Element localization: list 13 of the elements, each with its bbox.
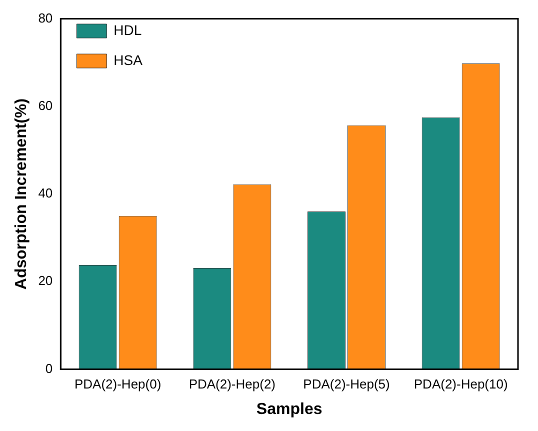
- legend-label: HSA: [114, 52, 144, 68]
- y-tick-label: 20: [38, 273, 53, 288]
- x-axis-title: Samples: [256, 400, 322, 418]
- y-tick-label: 40: [38, 186, 53, 201]
- y-tick-label: 80: [38, 10, 53, 26]
- x-tick-label: PDA(2)-Hep(2): [188, 376, 276, 392]
- legend-label: HDL: [114, 22, 142, 38]
- y-tick-label: 0: [45, 360, 53, 376]
- y-tick-label: 60: [38, 98, 53, 113]
- x-tick-label: PDA(2)-Hep(0): [74, 376, 162, 392]
- x-tick-label: PDA(2)-Hep(5): [303, 376, 390, 392]
- x-tick-label: PDA(2)-Hep(10): [414, 376, 508, 392]
- y-axis-title: Adsorption Increment(%): [13, 98, 30, 290]
